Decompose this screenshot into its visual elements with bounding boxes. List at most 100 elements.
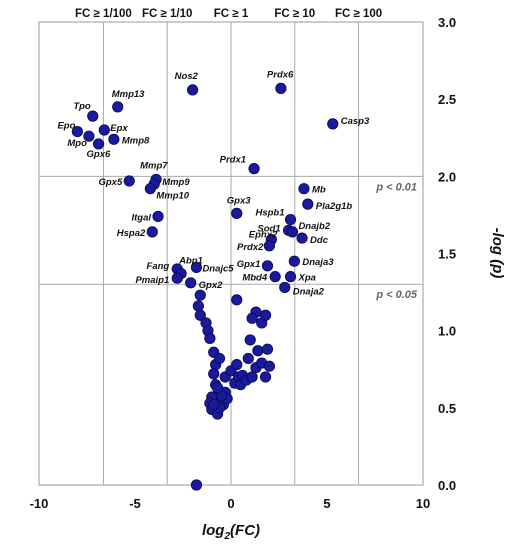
data-point-69 bbox=[244, 334, 256, 346]
point-label-prdx1: Prdx1 bbox=[220, 155, 246, 166]
fold-change-lines: FC ≥ 1/100 FC ≥ 1/10 FC ≥ 1 FC ≥ 10 FC ≥ 100 bbox=[75, 8, 382, 485]
fc-line-label-3: FC ≥ 10 bbox=[274, 8, 315, 20]
y-tick-label-4: 2.0 bbox=[438, 169, 456, 184]
data-point-17 bbox=[231, 207, 243, 219]
point-label-pla2g1b: Pla2g1b bbox=[316, 201, 353, 212]
point-label-dnaja3: Dnaja3 bbox=[302, 257, 334, 268]
point-label-gpx2: Gpx2 bbox=[199, 280, 223, 291]
data-point-38 bbox=[194, 309, 206, 321]
threshold-lines: p < 0.01 p < 0.05 bbox=[39, 175, 423, 301]
data-point-24 bbox=[296, 232, 308, 244]
data-point-81 bbox=[231, 294, 243, 306]
data-point-5 bbox=[112, 101, 124, 113]
point-label-mb: Mb bbox=[312, 185, 326, 196]
point-label-mmp10: Mmp10 bbox=[156, 191, 189, 202]
data-point-59 bbox=[211, 382, 224, 394]
data-point-34 bbox=[171, 272, 183, 284]
point-label-pmaip1: Pmaip1 bbox=[135, 275, 169, 286]
point-label-gpx3: Gpx3 bbox=[227, 195, 251, 206]
point-label-gpx1: Gpx1 bbox=[237, 259, 261, 270]
y-tick-label-0: 0.0 bbox=[438, 478, 456, 493]
data-point-22 bbox=[286, 226, 299, 238]
point-label-mmp7: Mmp7 bbox=[140, 160, 168, 171]
point-label-hspa2: Hspa2 bbox=[117, 228, 146, 239]
data-point-75 bbox=[263, 360, 275, 372]
fc-line-label-0: FC ≥ 1/100 bbox=[75, 8, 132, 20]
point-label-mmp8: Mmp8 bbox=[122, 135, 150, 146]
point-label-sod1: Sod1 bbox=[257, 223, 280, 234]
x-tick-label-0: -10 bbox=[30, 496, 49, 511]
point-label-itgal: Itgal bbox=[132, 212, 152, 223]
y-axis-title: -log (p) bbox=[489, 228, 506, 279]
threshold-label-0: p < 0.01 bbox=[375, 181, 417, 193]
data-point-35 bbox=[185, 277, 197, 289]
data-point-70 bbox=[246, 371, 258, 383]
y-axis-ticks: 0.0 0.5 1.0 1.5 2.0 2.5 3.0 bbox=[438, 15, 456, 493]
y-tick-label-2: 1.0 bbox=[438, 324, 456, 339]
x-tick-label-1: -5 bbox=[129, 496, 141, 511]
data-point-3 bbox=[98, 124, 110, 136]
point-label-mmp13: Mmp13 bbox=[112, 89, 145, 100]
data-point-82 bbox=[190, 479, 203, 491]
point-label-fang: Fang bbox=[147, 261, 170, 272]
y-tick-label-6: 3.0 bbox=[438, 15, 456, 30]
point-label-tpo: Tpo bbox=[73, 101, 91, 112]
data-point-7 bbox=[123, 175, 135, 187]
data-point-74 bbox=[259, 371, 272, 383]
data-point-76 bbox=[261, 343, 274, 355]
y-tick-label-1: 0.5 bbox=[438, 401, 456, 416]
data-point-18 bbox=[298, 183, 310, 195]
data-point-25 bbox=[263, 240, 275, 252]
point-label-epo: Epo bbox=[57, 121, 75, 132]
data-point-30 bbox=[279, 281, 291, 294]
point-label-mbd4: Mbd4 bbox=[242, 273, 268, 284]
point-label-dnaja2: Dnaja2 bbox=[293, 286, 325, 297]
point-label-mmp9: Mmp9 bbox=[162, 177, 190, 188]
point-label-ephx2: Ephx2 bbox=[249, 230, 278, 241]
data-point-63 bbox=[231, 359, 243, 371]
x-tick-label-4: 10 bbox=[416, 496, 430, 511]
point-label-nos2: Nos2 bbox=[175, 71, 199, 82]
point-label-abp1: Abp1 bbox=[178, 256, 203, 267]
data-point-16 bbox=[248, 163, 260, 175]
x-axis-title: log2(FC) bbox=[202, 522, 260, 542]
y-tick-label-5: 2.5 bbox=[438, 92, 456, 107]
point-label-casp3: Casp3 bbox=[341, 116, 370, 127]
data-point-6 bbox=[108, 133, 120, 145]
y-tick-label-3: 1.5 bbox=[438, 247, 456, 262]
point-label-dnajc5: Dnajc5 bbox=[202, 263, 234, 274]
data-point-41 bbox=[204, 332, 216, 344]
point-label-ddc: Ddc bbox=[310, 235, 329, 246]
data-point-2 bbox=[83, 130, 95, 142]
data-point-80 bbox=[259, 309, 272, 321]
data-point-36 bbox=[194, 289, 206, 301]
point-label-hspb1: Hspb1 bbox=[255, 208, 284, 219]
data-point-11 bbox=[152, 210, 164, 223]
data-points bbox=[71, 82, 339, 491]
data-point-19 bbox=[302, 198, 314, 210]
point-labels: Epo Tpo Mpo Epx Gpx6 Mmp13 Mmp8 Gpx5 Mmp7 Mmp9 Mmp… bbox=[57, 69, 370, 297]
point-label-prdx2: Prdx2 bbox=[237, 242, 264, 253]
data-point-1 bbox=[87, 110, 99, 122]
data-point-26 bbox=[288, 255, 300, 267]
data-point-4 bbox=[92, 138, 105, 150]
point-label-gpx6: Gpx6 bbox=[87, 149, 111, 160]
data-point-72 bbox=[252, 345, 264, 357]
point-label-xpa: Xpa bbox=[298, 273, 316, 284]
data-point-20 bbox=[284, 213, 297, 226]
data-point-28 bbox=[269, 271, 281, 283]
data-point-79 bbox=[246, 312, 258, 324]
x-tick-label-3: 5 bbox=[323, 496, 330, 511]
x-axis-ticks: -10 -5 0 5 10 bbox=[30, 496, 431, 511]
fc-line-label-2: FC ≥ 1 bbox=[214, 8, 249, 20]
data-point-68 bbox=[242, 352, 254, 365]
data-point-15 bbox=[327, 118, 339, 130]
threshold-label-1: p < 0.05 bbox=[375, 289, 418, 301]
point-label-dnajb2: Dnajb2 bbox=[298, 221, 330, 232]
x-tick-label-2: 0 bbox=[227, 496, 234, 511]
fc-line-label-1: FC ≥ 1/10 bbox=[142, 8, 192, 20]
data-point-29 bbox=[284, 271, 297, 283]
data-point-46 bbox=[213, 352, 226, 365]
data-point-58 bbox=[208, 399, 220, 411]
